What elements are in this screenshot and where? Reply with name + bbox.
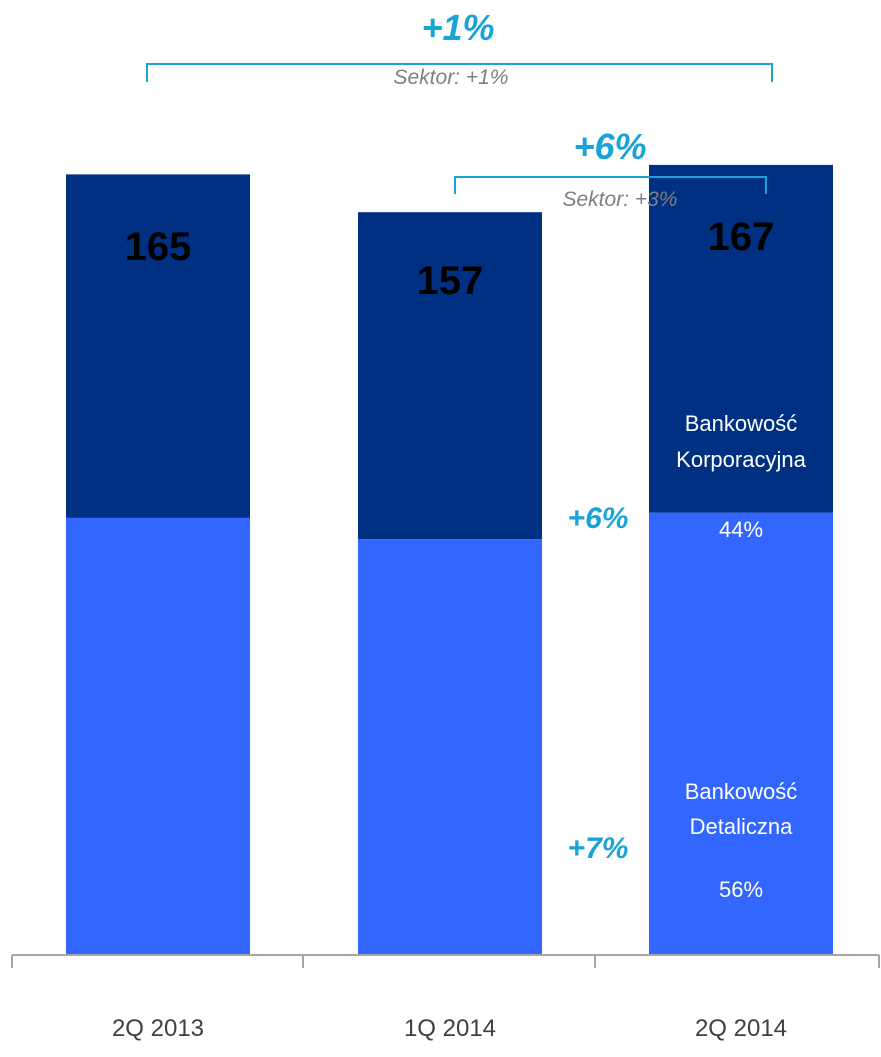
total-label: 165 [125,225,192,269]
bars-layer [66,164,833,955]
x-tick-label: 2Q 2013 [112,1015,204,1042]
bar-segment-retail [649,512,833,955]
segment-label-corporate: Korporacyjna [676,447,806,472]
segment-label-retail: Detaliczna [690,814,793,839]
comparison-bracket-yoy [146,63,773,82]
bar-segment-corporate [358,212,542,540]
sector-label-qoq: Sektor: +3% [563,188,678,211]
bar-segment-retail [66,517,250,955]
segment-share-retail: 56% [719,877,763,902]
x-tick-label: 1Q 2014 [404,1015,496,1042]
bar-segment-retail [358,539,542,955]
growth-label-yoy: +1% [421,7,494,48]
total-label: 167 [708,215,775,259]
side-growth-retail: +7% [568,832,629,865]
side-growth-corporate: +6% [568,502,629,535]
segment-label-corporate: Bankowość [685,411,798,436]
segment-share-corporate: 44% [719,517,763,542]
bar-segment-corporate [649,164,833,513]
total-label: 157 [417,259,484,303]
segment-label-retail: Bankowość [685,779,798,804]
x-tick-label: 2Q 2014 [695,1015,787,1042]
comparison-bracket-qoq [454,176,767,194]
sector-label-yoy: Sektor: +1% [394,66,509,89]
growth-label-qoq: +6% [573,126,646,167]
bar-segment-corporate [66,174,250,518]
